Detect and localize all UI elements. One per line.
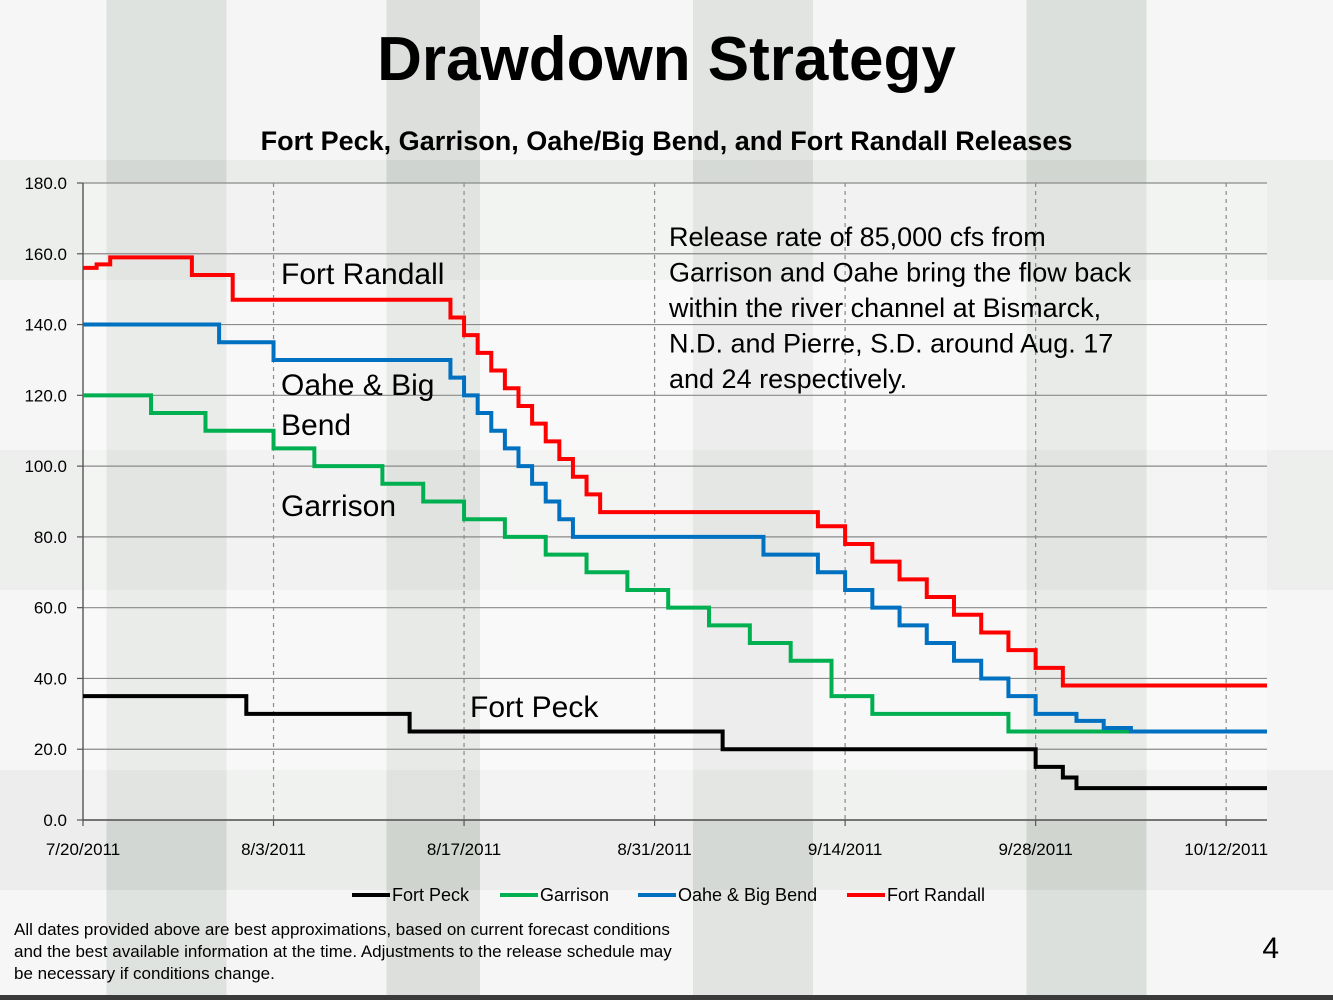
- legend-label-oahe-big-bend: Oahe & Big Bend: [678, 885, 817, 905]
- x-tick-label: 9/28/2011: [998, 840, 1072, 859]
- series-label-fort-randall: Fort Randall: [281, 258, 444, 291]
- series-line-oahe-big-bend: [83, 322, 1267, 734]
- series-line-garrison: [83, 393, 1131, 734]
- y-tick-label: 140.0: [24, 316, 67, 335]
- y-tick-label: 120.0: [24, 386, 67, 405]
- x-tick-label: 10/12/2011: [1184, 840, 1268, 859]
- x-tick-label: 8/3/2011: [241, 840, 306, 859]
- y-tick-label: 80.0: [34, 528, 67, 547]
- series-label-garrison: Garrison: [281, 490, 396, 523]
- series-line-fort-randall: [83, 255, 1267, 688]
- series-line-fort-peck: [83, 694, 1267, 791]
- disclaimer-footnote: All dates provided above are best approx…: [14, 920, 672, 983]
- x-tick-label: 8/17/2011: [427, 840, 501, 859]
- page-title: Drawdown Strategy: [377, 25, 956, 94]
- chart-title: Fort Peck, Garrison, Oahe/Big Bend, and …: [260, 126, 1073, 156]
- release-annotation: Release rate of 85,000 cfs from Garrison …: [668, 222, 1132, 394]
- x-tick-label: 8/31/2011: [617, 840, 691, 859]
- legend-label-garrison: Garrison: [540, 885, 609, 905]
- y-tick-label: 180.0: [24, 174, 67, 193]
- x-tick-label: 7/20/2011: [46, 840, 120, 859]
- y-tick-label: 40.0: [34, 669, 67, 688]
- series-label-oahe-big-bend: Oahe & Big Bend: [281, 369, 434, 442]
- y-tick-label: 160.0: [24, 245, 67, 264]
- legend-label-fort-randall: Fort Randall: [887, 885, 985, 905]
- y-tick-label: 60.0: [34, 599, 67, 618]
- x-tick-label: 9/14/2011: [808, 840, 882, 859]
- y-tick-label: 0.0: [43, 811, 67, 830]
- legend-label-fort-peck: Fort Peck: [392, 885, 470, 905]
- y-tick-label: 100.0: [24, 457, 67, 476]
- slide-number: 4: [1262, 932, 1279, 965]
- series-label-fort-peck: Fort Peck: [470, 691, 599, 724]
- y-tick-label: 20.0: [34, 740, 67, 759]
- bottom-bar: [0, 995, 1333, 1000]
